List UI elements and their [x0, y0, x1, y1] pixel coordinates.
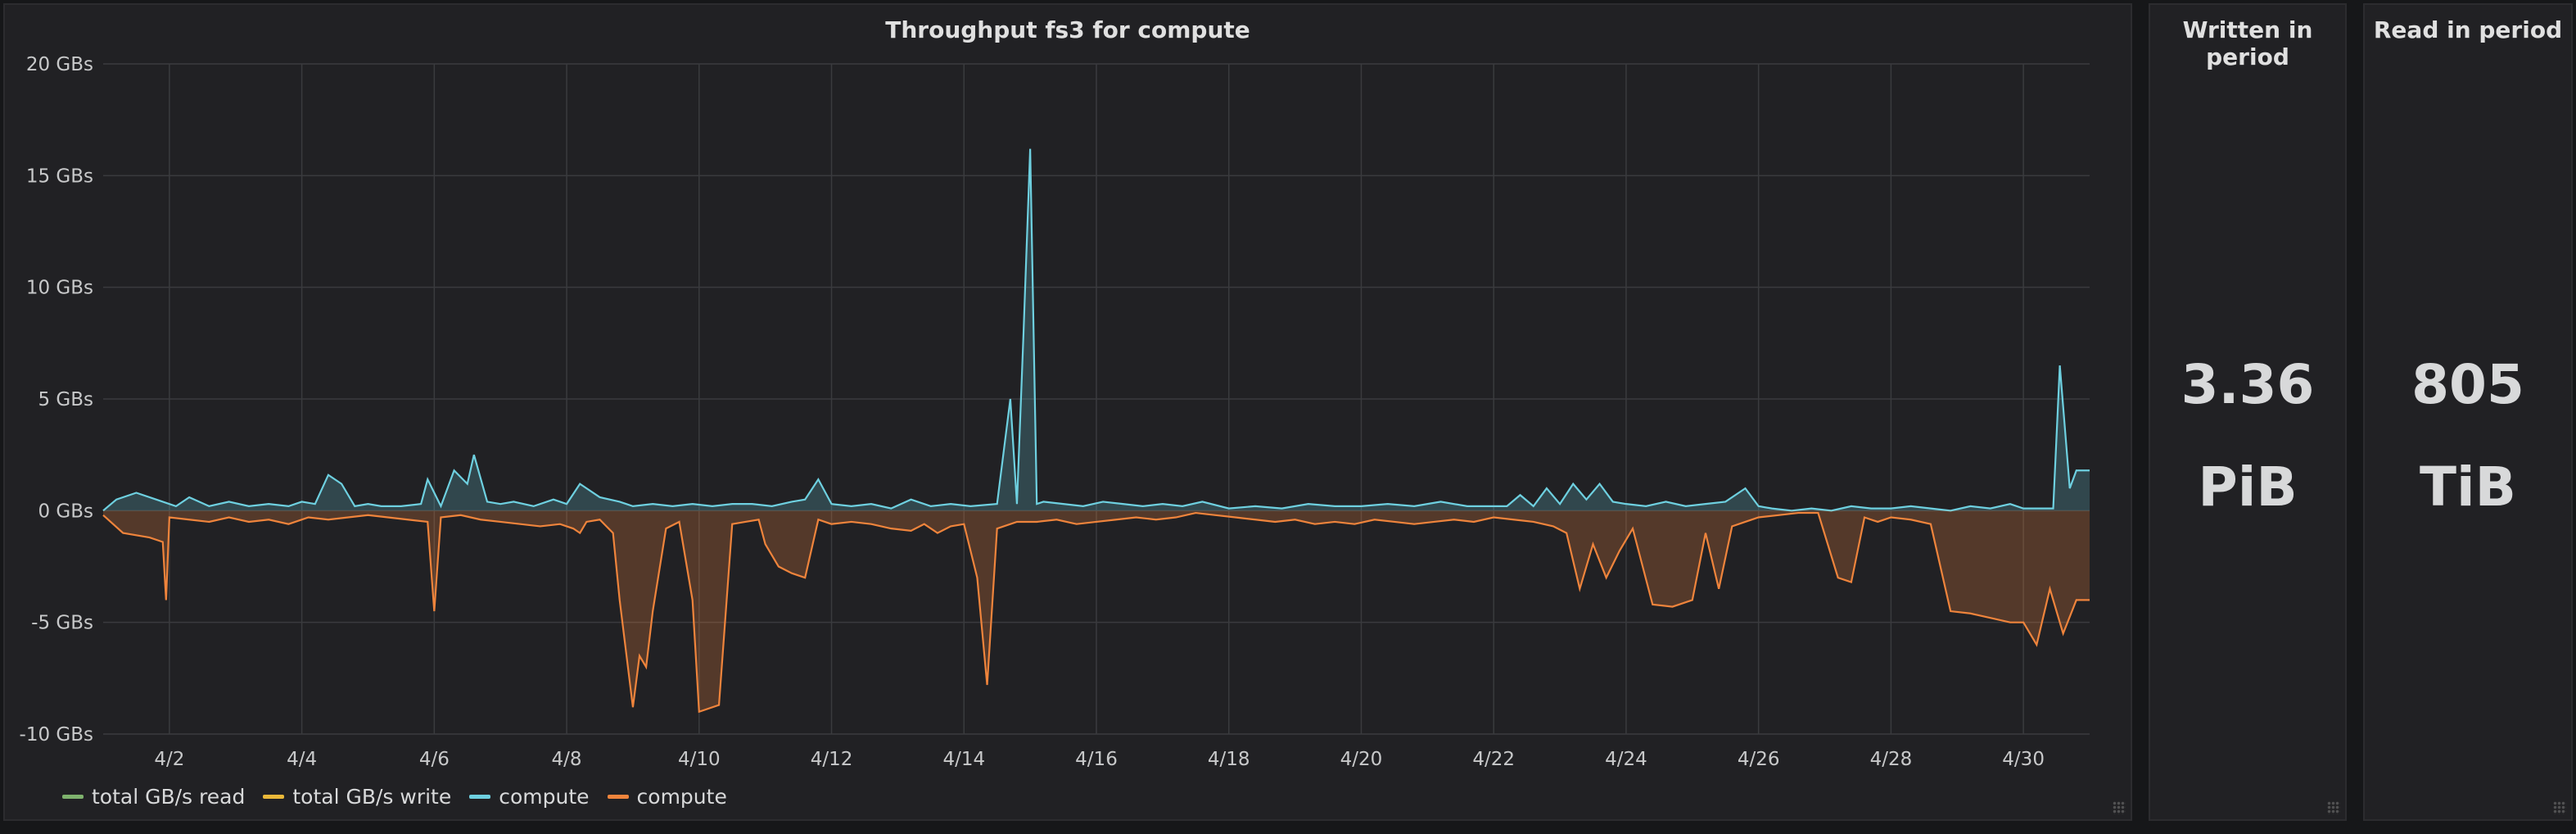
read-value: 805 [2411, 353, 2524, 416]
legend-label: total GB/s read [92, 785, 246, 809]
y-tick-label: 0 GBs [38, 501, 93, 522]
read-unit: TiB [2420, 456, 2516, 519]
y-tick-label: -10 GBs [20, 724, 93, 746]
throughput-graph-panel: Throughput fs3 for compute -10 GBs -5 GBs… [3, 3, 2132, 821]
chart-legend: total GB/s read total GB/s write compute co… [62, 785, 727, 809]
x-tick-label: 4/24 [1605, 749, 1647, 770]
series-line [102, 148, 2090, 512]
resize-handle-icon[interactable] [2113, 801, 2126, 814]
legend-item[interactable]: compute [469, 785, 590, 809]
legend-swatch [263, 795, 285, 799]
written-unit: PiB [2198, 456, 2298, 519]
legend-swatch [607, 795, 629, 799]
written-value: 3.36 [2181, 353, 2315, 416]
legend-swatch [469, 795, 491, 799]
read-title[interactable]: Read in period [2373, 16, 2563, 43]
x-tick-label: 4/16 [1075, 749, 1118, 770]
x-tick-label: 4/6 [419, 749, 450, 770]
legend-item[interactable]: compute [607, 785, 727, 809]
x-tick-label: 4/12 [811, 749, 853, 770]
y-tick-label: 20 GBs [26, 54, 93, 75]
legend-swatch [62, 795, 84, 799]
graph-title[interactable]: Throughput fs3 for compute [885, 16, 1250, 43]
x-tick-label: 4/26 [1738, 749, 1780, 770]
series-line [102, 511, 2090, 714]
legend-label: compute [636, 785, 727, 809]
resize-handle-icon[interactable] [2553, 801, 2566, 814]
legend-item[interactable]: total GB/s read [62, 785, 245, 809]
legend-item[interactable]: total GB/s write [263, 785, 451, 809]
x-tick-label: 4/2 [154, 749, 184, 770]
y-tick-label: -5 GBs [31, 613, 93, 634]
y-tick-label: 10 GBs [26, 278, 93, 299]
x-tick-label: 4/4 [287, 749, 317, 770]
y-tick-label: 5 GBs [38, 389, 93, 410]
throughput-chart[interactable]: -10 GBs -5 GBs 0 GBs 5 GBs 10 GBs 15 GBs 20 GB… [5, 5, 2131, 819]
x-tick-label: 4/20 [1340, 749, 1383, 770]
x-tick-label: 4/18 [1208, 749, 1250, 770]
written-title[interactable]: Written in period [2182, 16, 2313, 70]
x-tick-label: 4/30 [2002, 749, 2045, 770]
x-tick-label: 4/28 [1870, 749, 1913, 770]
resize-handle-icon[interactable] [2327, 801, 2340, 814]
read-in-period-panel: Read in period 805 TiB [2363, 3, 2573, 821]
legend-label: compute [499, 785, 590, 809]
x-tick-label: 4/10 [678, 749, 721, 770]
x-tick-label: 4/14 [942, 749, 985, 770]
written-in-period-panel: Written in period 3.36 PiB [2149, 3, 2347, 821]
legend-label: total GB/s write [292, 785, 452, 809]
y-tick-label: 15 GBs [26, 165, 93, 187]
x-tick-label: 4/22 [1472, 749, 1515, 770]
x-tick-label: 4/8 [552, 749, 582, 770]
